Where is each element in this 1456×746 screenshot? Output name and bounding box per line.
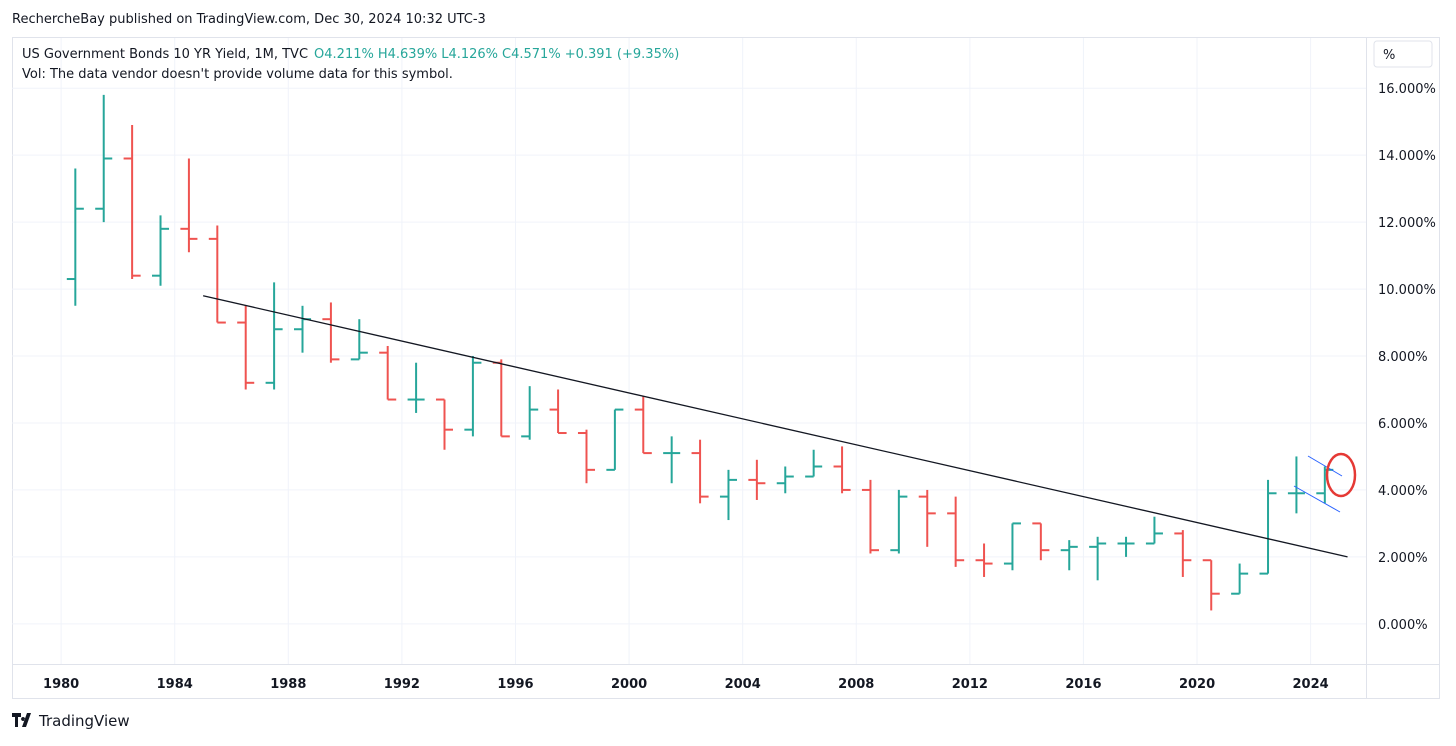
x-tick-label: 2020 <box>1179 677 1215 692</box>
ohlc-bar <box>1003 522 1021 571</box>
ohlc-bar <box>265 282 283 390</box>
ohlc-bar <box>634 396 652 455</box>
ohlc-bar <box>350 319 368 361</box>
header: RechercheBay published on TradingView.co… <box>12 12 486 27</box>
legend-value: C4.571% <box>502 47 561 62</box>
x-tick-label: 2000 <box>611 677 647 692</box>
ohlc-bar <box>918 489 936 547</box>
scale-button[interactable] <box>1373 40 1433 68</box>
channel-top <box>1307 455 1343 477</box>
highlight-ellipse <box>1325 452 1357 498</box>
ohlc-bar <box>1089 536 1107 581</box>
x-tick-label: 2016 <box>1065 677 1101 692</box>
y-tick-label: 6.000% <box>1378 417 1428 432</box>
ohlc-bar <box>606 408 624 471</box>
y-tick-label: 10.000% <box>1378 283 1436 298</box>
x-tick-label: 1992 <box>384 677 420 692</box>
trendline <box>202 295 1348 558</box>
legend-value: O4.211% <box>314 47 374 62</box>
ohlc-bar <box>95 94 113 223</box>
ohlc-bar <box>890 489 908 554</box>
ohlc-bar <box>152 215 170 286</box>
ohlc-bar <box>1287 456 1305 514</box>
ohlc-bar <box>691 439 709 504</box>
ohlc-bar <box>435 398 454 450</box>
y-tick-label: 14.000% <box>1378 149 1436 164</box>
legend-value: L4.126% <box>441 47 498 62</box>
ohlc-bar <box>1231 563 1249 595</box>
marks <box>66 94 1348 611</box>
ohlc-bar <box>464 356 482 437</box>
x-tick-label: 2024 <box>1293 677 1329 692</box>
x-tick-label: 1988 <box>270 677 306 692</box>
y-tick-label: 2.000% <box>1378 551 1428 566</box>
logo <box>12 713 31 727</box>
ohlc-bar <box>492 359 510 438</box>
frame <box>12 37 1440 699</box>
ohlc-bar <box>407 362 425 413</box>
subtitle: Vol: The data vendor doesn't provide vol… <box>22 67 453 82</box>
ohlc-bar <box>748 459 766 500</box>
channel-bottom <box>1293 485 1341 513</box>
ohlc-bar <box>663 436 681 484</box>
ohlc-bar <box>1060 540 1078 571</box>
ohlc-bar <box>1032 522 1050 561</box>
ohlc-bar <box>521 386 539 440</box>
ohlc-bar <box>1202 559 1220 611</box>
y-tick-label: 4.000% <box>1378 484 1428 499</box>
y-tick-label: 16.000% <box>1378 82 1436 97</box>
ohlc-bar <box>1174 530 1192 577</box>
scale-button-label[interactable]: % <box>1383 48 1395 63</box>
ohlc-bar <box>719 469 737 521</box>
ohlc-bar <box>208 225 226 324</box>
ohlc-bar <box>1145 516 1163 545</box>
legend-title: US Government Bonds 10 YR Yield, 1M, TVC <box>22 47 308 62</box>
y-tick-label: 8.000% <box>1378 350 1428 365</box>
x-tick-label: 1996 <box>497 677 533 692</box>
ohlc-bar <box>861 479 879 554</box>
ohlc-bar <box>293 305 312 353</box>
ohlc-bar <box>237 305 255 390</box>
ohlc-bar <box>123 125 141 280</box>
ohlc-bar <box>1259 479 1277 575</box>
ohlc-bar <box>577 429 596 484</box>
ohlc-bar <box>947 496 965 567</box>
ohlc-bar <box>180 158 198 253</box>
legend: US Government Bonds 10 YR Yield, 1M, TVC… <box>22 47 679 62</box>
x-tick-label: 2012 <box>952 677 988 692</box>
ohlc-bar <box>549 389 567 435</box>
ohlc-bar <box>776 466 794 494</box>
ohlc-bar <box>833 446 851 494</box>
legend-value: H4.639% <box>378 47 437 62</box>
y-tick-label: 12.000% <box>1378 216 1436 231</box>
x-tick-label: 2004 <box>725 677 761 692</box>
legend-value: +0.391 (+9.35%) <box>565 47 680 62</box>
footer: TradingView <box>38 712 130 730</box>
ohlc-bar <box>66 168 84 306</box>
x-tick-label: 1984 <box>157 677 193 692</box>
x-tick-label: 2008 <box>838 677 874 692</box>
grid <box>12 38 1366 664</box>
ohlc-bar <box>975 543 993 577</box>
ohlc-bar <box>1316 466 1334 504</box>
y-tick-label: 0.000% <box>1378 618 1428 633</box>
ohlc-bar <box>1117 536 1135 557</box>
ohlc-bar <box>379 345 397 401</box>
x-tick-label: 1980 <box>43 677 79 692</box>
ohlc-bar <box>805 449 823 478</box>
ohlc-bar <box>322 302 340 363</box>
